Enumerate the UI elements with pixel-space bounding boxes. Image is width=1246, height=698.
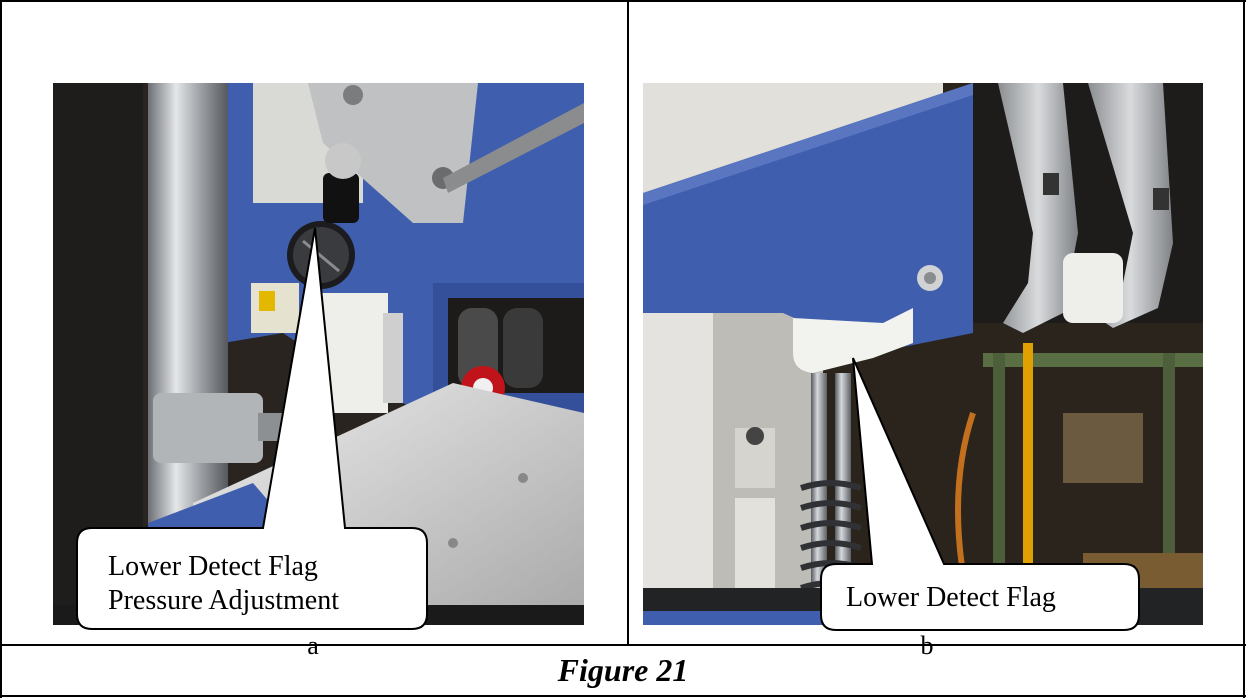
table-border-right (1243, 0, 1245, 698)
table-border-bottom (0, 695, 1246, 697)
figure-caption: Figure 21 (557, 652, 689, 688)
table-border-top (0, 0, 1246, 2)
table-divider-horizontal (0, 644, 1246, 646)
panel-letter-a: a (307, 631, 319, 660)
callout-a-line2: Pressure Adjustment (108, 585, 339, 616)
callout-b-line1: Lower Detect Flag (846, 582, 1056, 613)
table-divider-vertical (627, 0, 629, 645)
panel-letter-b: b (920, 631, 934, 660)
callout-a-line1: Lower Detect Flag (108, 551, 318, 582)
table-border-left (0, 0, 2, 698)
